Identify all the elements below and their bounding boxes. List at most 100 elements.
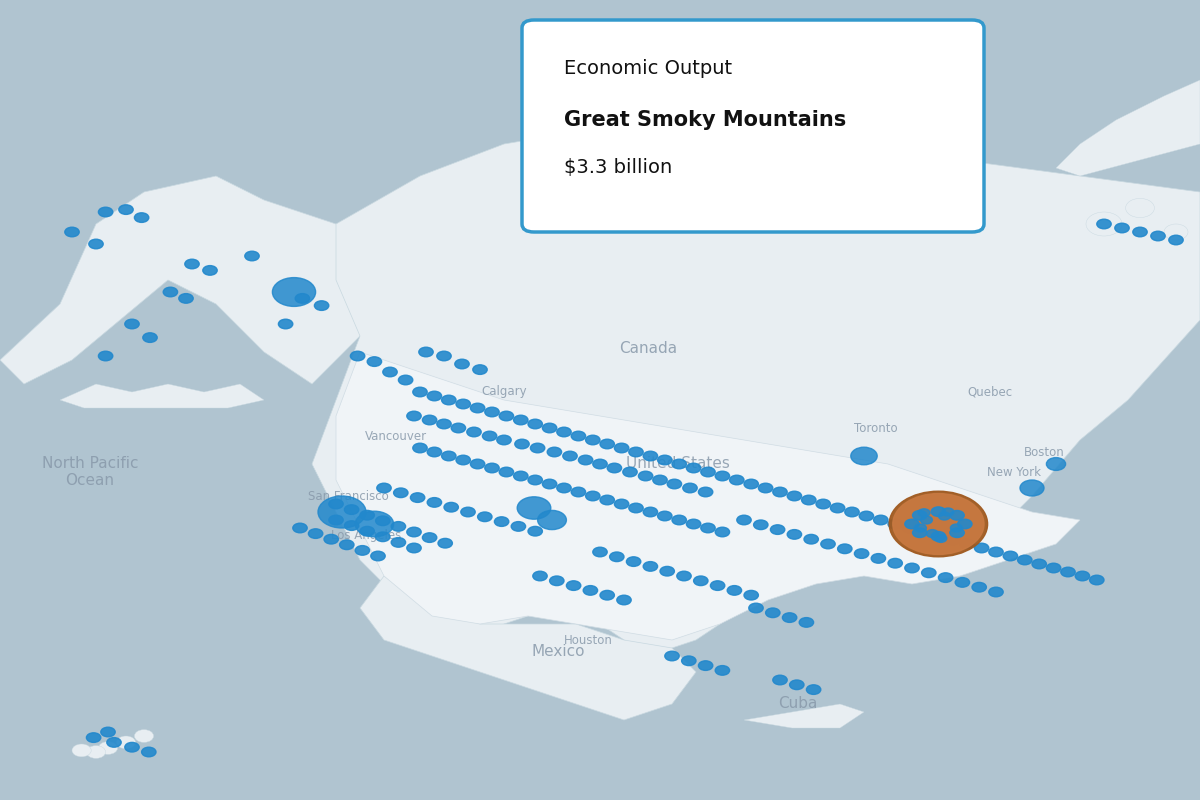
Circle shape [461, 507, 475, 517]
Circle shape [888, 558, 902, 568]
Circle shape [499, 467, 514, 477]
Circle shape [571, 431, 586, 441]
Circle shape [272, 278, 316, 306]
Circle shape [179, 294, 193, 303]
Circle shape [344, 505, 359, 514]
Circle shape [802, 495, 816, 505]
Circle shape [437, 351, 451, 361]
Circle shape [614, 443, 629, 453]
Circle shape [905, 519, 919, 529]
Circle shape [935, 534, 947, 542]
Circle shape [442, 395, 456, 405]
Circle shape [407, 411, 421, 421]
Circle shape [626, 557, 641, 566]
Circle shape [658, 511, 672, 521]
Circle shape [770, 525, 785, 534]
Circle shape [672, 515, 686, 525]
Circle shape [643, 507, 658, 517]
Circle shape [766, 608, 780, 618]
Circle shape [629, 503, 643, 513]
Circle shape [658, 455, 672, 465]
Text: Mexico: Mexico [532, 645, 584, 659]
Polygon shape [744, 704, 864, 728]
Circle shape [125, 742, 139, 752]
Circle shape [98, 742, 118, 754]
Circle shape [918, 509, 930, 517]
Circle shape [444, 502, 458, 512]
Circle shape [557, 483, 571, 493]
Circle shape [701, 467, 715, 477]
Circle shape [142, 747, 156, 757]
Circle shape [715, 471, 730, 481]
Circle shape [1115, 223, 1129, 233]
Circle shape [455, 359, 469, 369]
Polygon shape [60, 384, 264, 408]
Polygon shape [336, 352, 1080, 640]
Circle shape [629, 447, 643, 457]
Circle shape [643, 562, 658, 571]
Circle shape [578, 455, 593, 465]
Circle shape [960, 539, 974, 549]
Circle shape [116, 736, 136, 749]
Circle shape [1061, 567, 1075, 577]
Circle shape [806, 685, 821, 694]
Circle shape [344, 521, 359, 530]
Circle shape [295, 294, 310, 303]
Circle shape [1046, 563, 1061, 573]
Circle shape [86, 746, 106, 758]
Circle shape [360, 510, 374, 520]
Circle shape [203, 266, 217, 275]
Circle shape [571, 487, 586, 497]
Circle shape [494, 517, 509, 526]
Circle shape [931, 507, 946, 517]
Circle shape [773, 487, 787, 497]
Circle shape [912, 510, 926, 520]
Circle shape [528, 419, 542, 429]
Circle shape [467, 427, 481, 437]
Circle shape [514, 415, 528, 425]
Circle shape [437, 419, 451, 429]
Circle shape [410, 493, 425, 502]
Circle shape [593, 459, 607, 469]
FancyBboxPatch shape [522, 20, 984, 232]
Circle shape [586, 435, 600, 445]
Circle shape [340, 540, 354, 550]
Circle shape [926, 530, 938, 538]
Circle shape [912, 528, 926, 538]
Text: Cuba: Cuba [779, 697, 817, 711]
Circle shape [851, 447, 877, 465]
Circle shape [950, 528, 965, 538]
Circle shape [355, 511, 394, 537]
Circle shape [550, 576, 564, 586]
Circle shape [538, 510, 566, 530]
Circle shape [782, 613, 797, 622]
Circle shape [566, 581, 581, 590]
Circle shape [371, 551, 385, 561]
Circle shape [422, 415, 437, 425]
Text: Houston: Houston [564, 634, 612, 646]
Circle shape [533, 571, 547, 581]
Circle shape [893, 494, 984, 554]
Circle shape [391, 522, 406, 531]
Text: Canada: Canada [619, 341, 677, 355]
Circle shape [101, 727, 115, 737]
Text: Economic Output: Economic Output [564, 58, 732, 78]
Circle shape [456, 455, 470, 465]
Circle shape [125, 319, 139, 329]
Circle shape [859, 511, 874, 521]
Circle shape [816, 499, 830, 509]
Text: Boston: Boston [1024, 446, 1064, 458]
Circle shape [482, 431, 497, 441]
Circle shape [530, 443, 545, 453]
Circle shape [821, 539, 835, 549]
Circle shape [902, 523, 917, 533]
Circle shape [730, 475, 744, 485]
Circle shape [470, 459, 485, 469]
Circle shape [383, 367, 397, 377]
Circle shape [698, 661, 713, 670]
Circle shape [754, 520, 768, 530]
Circle shape [614, 499, 629, 509]
Circle shape [185, 259, 199, 269]
Circle shape [804, 534, 818, 544]
Circle shape [143, 333, 157, 342]
